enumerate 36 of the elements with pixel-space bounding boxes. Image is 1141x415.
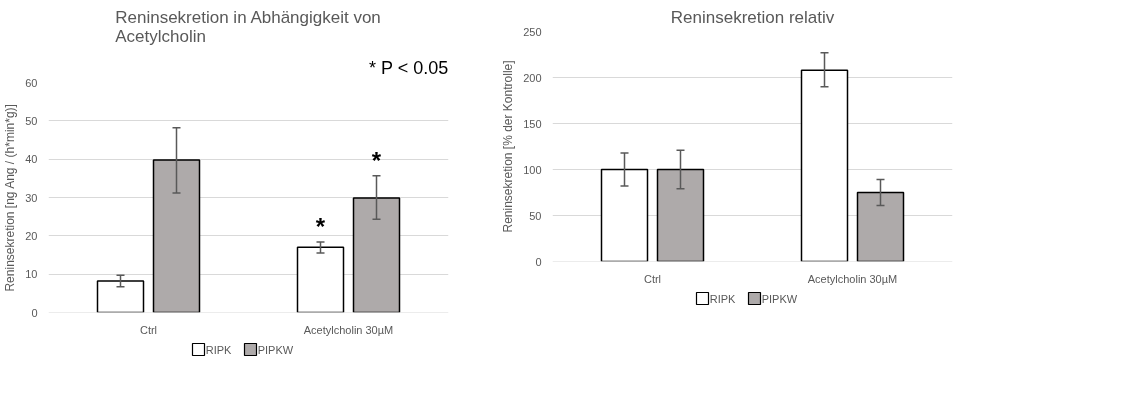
bar [152, 159, 201, 313]
chart-title: Reninsekretion relativ [670, 7, 835, 27]
y-tick-label: 40 [25, 153, 38, 166]
y-axis-title: Reninsekretion [% der Kontrolle] [501, 60, 516, 233]
bar [96, 280, 145, 313]
bar [600, 168, 649, 262]
chart-title: Reninsekretion in Abhängigkeit von Acetylcholin [115, 7, 381, 46]
y-tick-label: 150 [523, 117, 542, 130]
legend-label: PIPKW [257, 343, 294, 356]
y-tick-label: 200 [523, 71, 542, 84]
x-tick-label: Ctrl [643, 272, 662, 285]
data-label: * [371, 146, 382, 174]
legend-label: RIPK [205, 343, 233, 356]
legend-label: RIPK [709, 292, 737, 305]
text: * P < 0.05 [368, 57, 449, 78]
y-tick-label: 60 [25, 76, 38, 89]
y-tick-label: 100 [523, 163, 542, 176]
y-tick-label: 0 [535, 255, 542, 268]
x-tick-label: Acetylcholin 30µM [303, 323, 394, 336]
y-tick-label: 0 [31, 306, 38, 319]
y-tick-label: 250 [523, 25, 542, 38]
x-tick-label: Ctrl [139, 323, 158, 336]
bar [800, 69, 849, 262]
y-axis-title: Reninsekretion [ng Ang / (h*min*g)] [3, 104, 18, 292]
bar [856, 191, 905, 262]
bar [296, 246, 345, 313]
y-tick-label: 10 [25, 268, 38, 281]
y-tick-label: 50 [25, 114, 38, 127]
y-tick-label: 50 [529, 209, 542, 222]
legend-label: PIPKW [761, 292, 798, 305]
x-tick-label: Acetylcholin 30µM [807, 272, 898, 285]
y-tick-label: 20 [25, 229, 38, 242]
bar [656, 168, 705, 262]
y-tick-label: 30 [25, 191, 38, 204]
bar [352, 197, 401, 313]
data-label: * [315, 212, 326, 240]
